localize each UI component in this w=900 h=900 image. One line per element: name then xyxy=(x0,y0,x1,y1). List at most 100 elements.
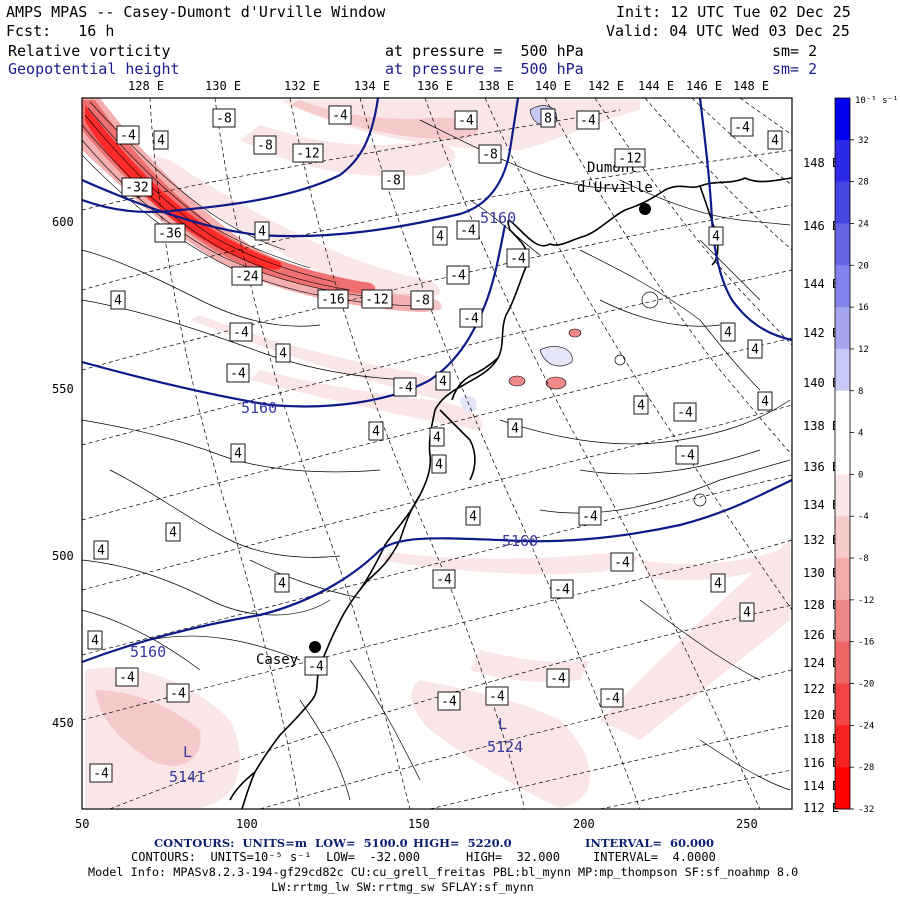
height-label: 5160 xyxy=(241,399,277,417)
colorbar-tick-label: -24 xyxy=(858,721,874,731)
vorticity-label-box xyxy=(89,763,113,783)
map-plot-area xyxy=(82,98,792,809)
colorbar-swatch xyxy=(835,725,850,768)
vorticity-label: 4 xyxy=(771,134,779,149)
colorbar-swatch xyxy=(835,641,850,684)
vorticity-label: 4 xyxy=(91,634,99,649)
valid-time: Valid: 04 UTC Wed 03 Dec 25 xyxy=(606,22,850,40)
dumont-durville-marker xyxy=(639,203,651,215)
x-axis-label: 50 xyxy=(75,817,89,831)
lat-label: 138 E xyxy=(803,419,839,433)
vorticity-label: -4 xyxy=(458,114,474,129)
vorticity-label-box xyxy=(578,506,602,526)
vorticity-labels: -4 4 -8 -4 -8 -12 -8 -4 8 -4 -8 -12 -32 -4 4 -36 4 4 -4 -4 -… xyxy=(87,105,783,783)
vorticity-label: 4 xyxy=(637,399,645,414)
height-label: 5160 xyxy=(502,532,538,550)
vorticity-label-box xyxy=(730,117,754,137)
height-label: 5124 xyxy=(487,738,523,756)
vorticity-label: 4 xyxy=(511,422,519,437)
lat-label: 114 E xyxy=(803,779,839,793)
vorticity-label: -4 xyxy=(119,671,135,686)
lat-label: 122 E xyxy=(803,682,839,696)
vorticity-label-box xyxy=(116,125,140,145)
vorticity-label: -24 xyxy=(235,270,259,285)
vorticity-label-box xyxy=(432,569,456,589)
vorticity-label: 4 xyxy=(114,294,122,309)
vorticity-label-box xyxy=(747,339,763,359)
lat-label: 116 E xyxy=(803,756,839,770)
colorbar-swatch xyxy=(835,223,850,266)
vorticity-label: -8 xyxy=(414,294,430,309)
lat-label: 132 E xyxy=(803,533,839,547)
vorticity-label: 4 xyxy=(436,230,444,245)
vorticity-label: 4 xyxy=(439,375,447,390)
vorticity-label: -4 xyxy=(614,556,630,571)
vorticity-label-box xyxy=(230,443,246,463)
lon-label: 128 E xyxy=(128,79,164,93)
vorticity-label: -4 xyxy=(332,109,348,124)
colorbar-swatch xyxy=(835,516,850,559)
vorticity-label-box xyxy=(166,683,190,703)
vorticity-label-box xyxy=(633,395,649,415)
vorticity-label: -4 xyxy=(450,269,466,284)
vorticity-label: -4 xyxy=(734,121,750,136)
x-axis-label: 250 xyxy=(736,817,758,831)
field2-level: at pressure = 500 hPa xyxy=(385,60,584,78)
colorbar-tick-label: -20 xyxy=(858,680,874,690)
lat-label: 146 E xyxy=(803,219,839,233)
colorbar-tick-label: -12 xyxy=(858,596,874,606)
colorbar-tick-label: 8 xyxy=(858,387,863,397)
init-time: Init: 12 UTC Tue 02 Dec 25 xyxy=(616,3,851,21)
lat-label: 126 E xyxy=(803,628,839,642)
vorticity-label: -4 xyxy=(679,449,695,464)
lon-label: 144 E xyxy=(638,79,674,93)
lon-label: 146 E xyxy=(686,79,722,93)
vorticity-label: -4 xyxy=(441,695,457,710)
vorticity-label-box xyxy=(87,630,103,650)
colorbar-swatch xyxy=(835,432,850,475)
vorticity-label-box xyxy=(429,427,445,447)
vorticity-label-box xyxy=(540,108,556,128)
vorticity-label-box xyxy=(361,289,393,309)
vorticity-label: 4 xyxy=(433,431,441,446)
low-marker: L xyxy=(183,743,192,761)
lon-label: 142 E xyxy=(588,79,624,93)
vorticity-label: 4 xyxy=(435,458,443,473)
vorticity-label: -4 xyxy=(120,129,136,144)
vorticity-label-box xyxy=(459,308,483,328)
colorbar-tick-label: -4 xyxy=(858,512,869,522)
y-axis-label: 600 xyxy=(52,215,74,229)
vorticity-label: -8 xyxy=(482,148,498,163)
lon-label: 130 E xyxy=(205,79,241,93)
vorticity-label-box xyxy=(304,656,328,676)
vorticity-label: -12 xyxy=(618,152,641,167)
dumont-durville-label-line2: d'Urville xyxy=(577,180,653,196)
map-title: AMPS MPAS -- Casey-Dumont d'Urville Wind… xyxy=(6,3,386,21)
colorbar-tick-label: -28 xyxy=(858,763,874,773)
vorticity-label: -4 xyxy=(436,573,452,588)
vorticity-label: 4 xyxy=(714,577,722,592)
x-axis-label: 200 xyxy=(573,817,595,831)
colorbar-swatch xyxy=(835,139,850,182)
vorticity-label-box xyxy=(456,220,480,240)
footer-vort-contours: CONTOURS: UNITS=10⁻⁵ s⁻¹ LOW= -32.000 xyxy=(131,850,420,864)
vorticity-label-box xyxy=(506,248,530,268)
vorticity-label-box xyxy=(757,391,773,411)
x-axis-label: 150 xyxy=(408,817,430,831)
vorticity-label: -8 xyxy=(385,174,401,189)
lat-label: 120 E xyxy=(803,708,839,722)
lat-label: 148 E xyxy=(803,156,839,170)
colorbar-tick-label: 32 xyxy=(858,136,869,146)
lon-label: 138 E xyxy=(478,79,514,93)
vorticity-label: -4 xyxy=(580,114,596,129)
colorbar-swatch xyxy=(835,474,850,517)
colorbar: 32 28 24 20 16 12 8 4 0 -4 -8 -12 -16 -20 -24 -28 -32 xyxy=(834,97,874,815)
vorticity-label-box xyxy=(485,686,509,706)
footer-physics-info: LW:rrtmg_lw SW:rrtmg_sw SFLAY:sf_mynn xyxy=(271,880,534,894)
vorticity-label: -4 xyxy=(170,687,186,702)
lat-label: 130 E xyxy=(803,566,839,580)
vorticity-label-box xyxy=(600,688,624,708)
colorbar-tick-label: -32 xyxy=(858,805,874,815)
vorticity-label-box xyxy=(435,371,451,391)
vorticity-label: -4 xyxy=(463,312,479,327)
